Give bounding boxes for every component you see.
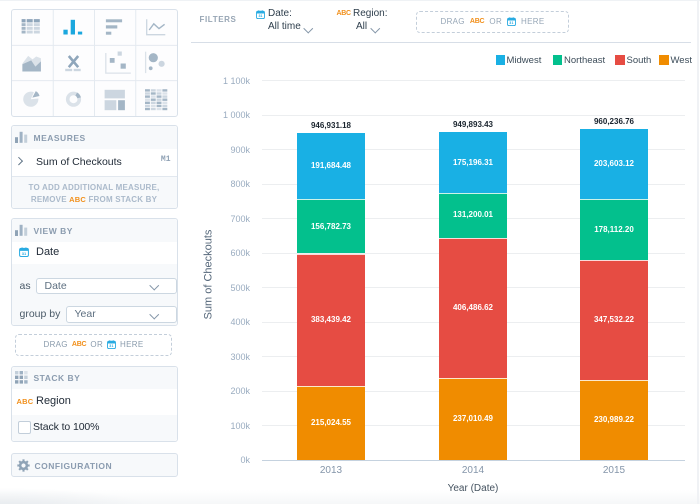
svg-text:31: 31 — [258, 14, 262, 18]
svg-text:31: 31 — [509, 21, 513, 25]
svg-text:31: 31 — [22, 251, 27, 256]
svg-text:31: 31 — [109, 344, 113, 348]
